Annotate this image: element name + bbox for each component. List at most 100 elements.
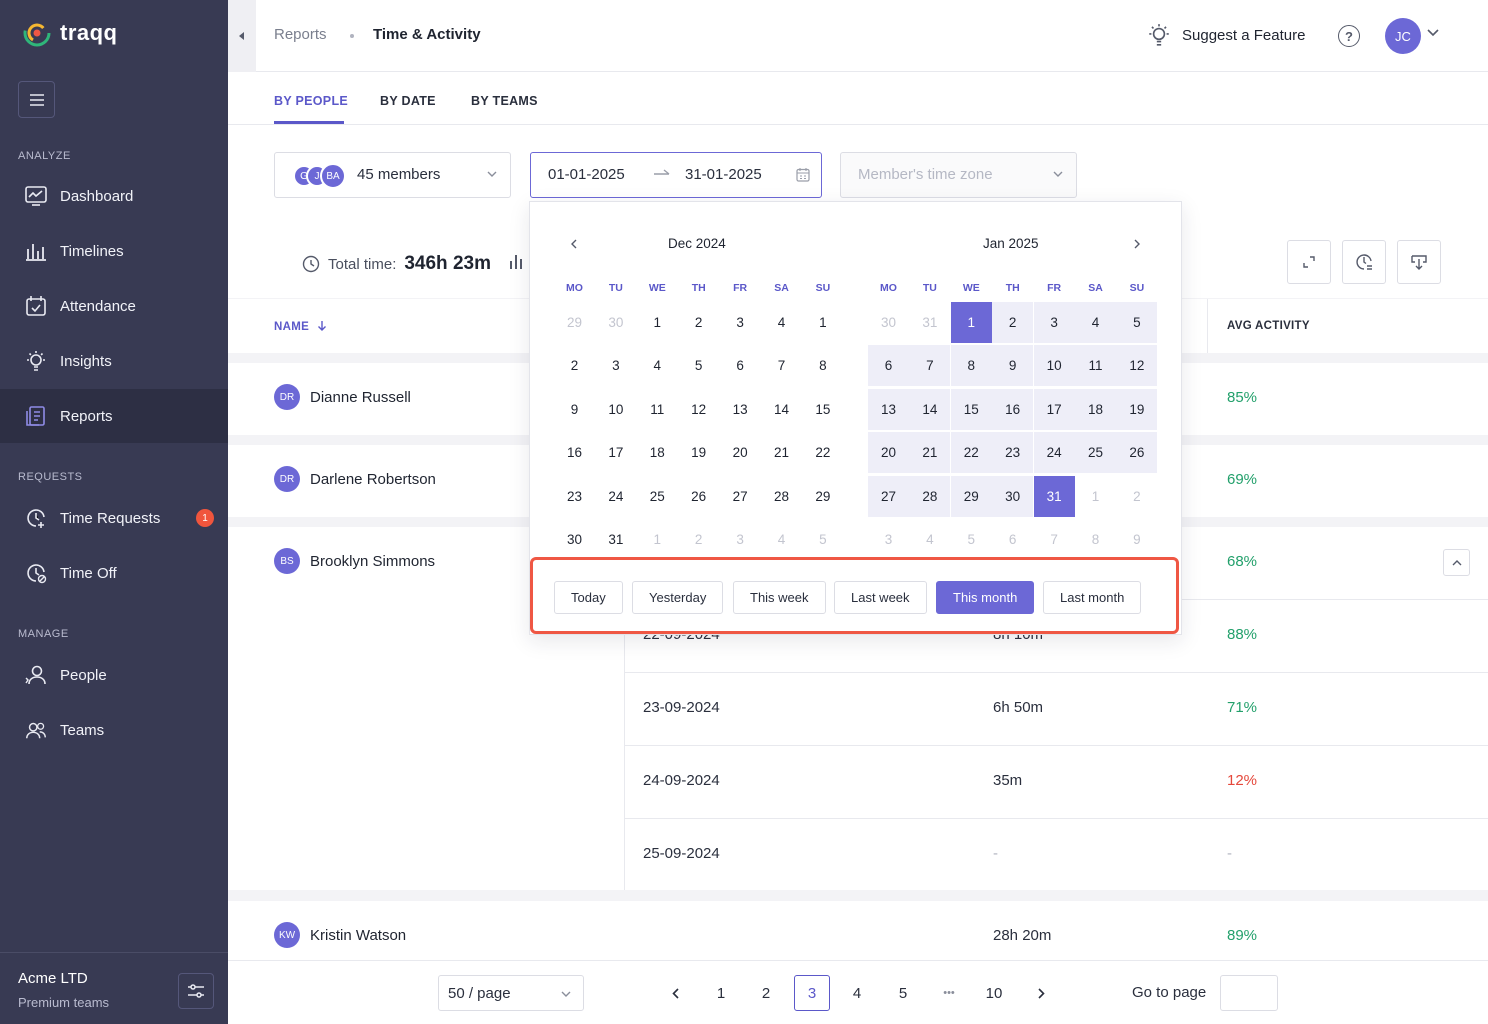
- calendar-day[interactable]: 8: [950, 345, 992, 387]
- calendar-day[interactable]: 10: [608, 401, 624, 417]
- calendar-day[interactable]: 30: [880, 315, 897, 330]
- calendar-day[interactable]: 30: [608, 315, 624, 330]
- collapse-row-button[interactable]: [1443, 549, 1470, 576]
- sidebar-item-attendance[interactable]: Attendance: [0, 279, 228, 333]
- calendar-day[interactable]: 1: [653, 315, 662, 330]
- avg-activity-column-header[interactable]: AVG ACTIVITY: [1227, 320, 1310, 332]
- calendar-day[interactable]: 5: [1116, 302, 1158, 343]
- calendar-day[interactable]: 17: [608, 445, 624, 461]
- calendar-day[interactable]: 6: [1008, 532, 1017, 547]
- calendar-day[interactable]: 6: [736, 358, 744, 374]
- calendar-day[interactable]: 11: [650, 401, 665, 417]
- calendar-day[interactable]: 7: [1050, 532, 1058, 547]
- calendar-day[interactable]: 10: [1033, 345, 1075, 387]
- calendar-day[interactable]: 22: [950, 432, 992, 474]
- chart-toggle-icon[interactable]: [508, 252, 526, 270]
- page-4-button[interactable]: 4: [852, 984, 862, 1002]
- sidebar-item-reports[interactable]: Reports: [0, 389, 228, 443]
- preset-this-week-button[interactable]: This week: [733, 581, 826, 614]
- sidebar-item-insights[interactable]: Insights: [0, 334, 228, 388]
- next-page-button[interactable]: [1023, 975, 1059, 1011]
- calendar-day[interactable]: 4: [777, 315, 786, 330]
- help-button[interactable]: ?: [1338, 25, 1360, 47]
- calendar-day[interactable]: 31: [608, 532, 624, 547]
- page-1-button[interactable]: 1: [716, 984, 726, 1002]
- sidebar-item-dashboard[interactable]: Dashboard: [0, 169, 228, 223]
- calendar-day[interactable]: 19: [1116, 388, 1158, 430]
- calendar-day[interactable]: 21: [773, 445, 790, 461]
- calendar-day[interactable]: 15: [950, 388, 992, 430]
- calendar-day[interactable]: 2: [694, 532, 703, 547]
- sidebar-item-timelines[interactable]: Timelines: [0, 224, 228, 278]
- calendar-day[interactable]: 3: [1033, 302, 1075, 343]
- calendar-day[interactable]: 3: [736, 315, 744, 330]
- chevron-down-icon[interactable]: [1427, 29, 1439, 37]
- page-ellipsis[interactable]: •••: [943, 987, 955, 999]
- per-page-select[interactable]: 50 / page: [438, 975, 584, 1011]
- calendar-day[interactable]: 27: [868, 475, 909, 517]
- prev-month-button[interactable]: [566, 236, 582, 252]
- calendar-day[interactable]: 9: [992, 345, 1034, 387]
- export-button[interactable]: [1397, 240, 1441, 284]
- expand-button[interactable]: [1287, 240, 1331, 284]
- calendar-day[interactable]: 4: [1075, 302, 1116, 343]
- calendar-day-selected[interactable]: 31: [1033, 475, 1075, 517]
- calendar-day[interactable]: 12: [691, 401, 707, 417]
- suggest-feature-button[interactable]: Suggest a Feature: [1146, 22, 1305, 48]
- sidebar-item-time-requests[interactable]: Time Requests 1: [0, 491, 228, 545]
- sidebar-collapse-button[interactable]: [228, 0, 256, 72]
- calendar-day[interactable]: 9: [1133, 532, 1141, 547]
- calendar-day[interactable]: 17: [1033, 388, 1075, 430]
- calendar-day[interactable]: 28: [773, 488, 790, 504]
- calendar-day[interactable]: 20: [732, 445, 748, 461]
- preset-yesterday-button[interactable]: Yesterday: [632, 581, 724, 614]
- calendar-day[interactable]: 29: [950, 475, 992, 517]
- calendar-day[interactable]: 11: [1075, 345, 1116, 387]
- app-logo[interactable]: traqq: [22, 18, 118, 48]
- goto-page-input[interactable]: [1220, 975, 1278, 1011]
- calendar-day[interactable]: 31: [922, 315, 938, 330]
- calendar-day[interactable]: 19: [691, 445, 707, 461]
- breadcrumb-reports[interactable]: Reports: [274, 26, 327, 43]
- tab-by-teams[interactable]: BY TEAMS: [471, 94, 538, 108]
- calendar-day[interactable]: 25: [649, 488, 665, 504]
- table-row[interactable]: [228, 901, 1488, 960]
- date-start-field[interactable]: 01-01-2025: [548, 166, 625, 183]
- calendar-day[interactable]: 29: [815, 488, 831, 504]
- page-3-button[interactable]: 3: [794, 975, 830, 1011]
- page-2-button[interactable]: 2: [761, 984, 771, 1002]
- calendar-day[interactable]: 16: [992, 388, 1034, 430]
- page-5-button[interactable]: 5: [898, 984, 908, 1002]
- calendar-day[interactable]: 4: [926, 532, 934, 547]
- page-10-button[interactable]: 10: [985, 984, 1003, 1002]
- calendar-day[interactable]: 3: [612, 358, 620, 374]
- calendar-day[interactable]: 7: [777, 358, 786, 374]
- calendar-day[interactable]: 26: [1116, 432, 1158, 474]
- activity-settings-button[interactable]: [1342, 240, 1386, 284]
- calendar-day[interactable]: 13: [732, 401, 748, 417]
- calendar-day[interactable]: 4: [777, 532, 786, 547]
- calendar-day[interactable]: 16: [566, 445, 583, 461]
- sidebar-item-teams[interactable]: Teams: [0, 703, 228, 757]
- calendar-day[interactable]: 24: [1033, 432, 1075, 474]
- calendar-day[interactable]: 18: [1075, 388, 1116, 430]
- calendar-day[interactable]: 14: [909, 388, 951, 430]
- calendar-day[interactable]: 23: [566, 488, 583, 504]
- sidebar-item-time-off[interactable]: Time Off: [0, 546, 228, 600]
- calendar-day[interactable]: 8: [1091, 532, 1100, 547]
- calendar-day[interactable]: 2: [694, 315, 703, 330]
- user-avatar[interactable]: JC: [1385, 18, 1421, 54]
- calendar-day[interactable]: 14: [773, 401, 790, 417]
- calendar-day[interactable]: 20: [868, 432, 909, 474]
- date-range-picker[interactable]: 01-01-2025 31-01-2025: [530, 152, 822, 198]
- calendar-day[interactable]: 1: [819, 315, 827, 330]
- calendar-day[interactable]: 8: [819, 358, 827, 374]
- calendar-day[interactable]: 4: [653, 358, 662, 374]
- calendar-day[interactable]: 30: [992, 475, 1034, 517]
- calendar-day[interactable]: 29: [566, 315, 583, 330]
- calendar-day[interactable]: 13: [868, 388, 909, 430]
- calendar-day[interactable]: 22: [815, 445, 831, 461]
- calendar-day[interactable]: 23: [992, 432, 1034, 474]
- preset-last-week-button[interactable]: Last week: [834, 581, 927, 614]
- prev-page-button[interactable]: [657, 975, 693, 1011]
